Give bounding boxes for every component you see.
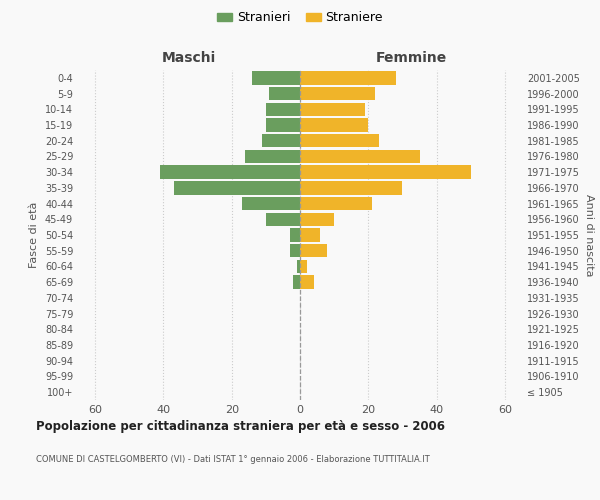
Bar [300,276,314,289]
Bar [266,102,300,116]
Text: Femmine: Femmine [376,51,446,65]
Bar [300,87,375,101]
Legend: Stranieri, Straniere: Stranieri, Straniere [212,6,388,29]
Bar [300,150,419,163]
Text: COMUNE DI CASTELGOMBERTO (VI) - Dati ISTAT 1° gennaio 2006 - Elaborazione TUTTIT: COMUNE DI CASTELGOMBERTO (VI) - Dati IST… [36,455,430,464]
Bar [300,212,334,226]
Bar [290,244,300,258]
Bar [300,260,307,273]
Bar [300,71,395,85]
Bar [290,228,300,241]
Y-axis label: Fasce di età: Fasce di età [29,202,39,268]
Bar [245,150,300,163]
Bar [269,87,300,101]
Bar [300,166,471,179]
Text: Popolazione per cittadinanza straniera per età e sesso - 2006: Popolazione per cittadinanza straniera p… [36,420,445,433]
Bar [173,181,300,194]
Bar [300,118,368,132]
Bar [300,134,379,147]
Bar [296,260,300,273]
Bar [300,244,328,258]
Bar [262,134,300,147]
Bar [300,181,403,194]
Text: Maschi: Maschi [162,51,216,65]
Bar [300,102,365,116]
Bar [300,197,372,210]
Bar [266,118,300,132]
Bar [266,212,300,226]
Bar [242,197,300,210]
Y-axis label: Anni di nascita: Anni di nascita [584,194,593,276]
Bar [300,228,320,241]
Bar [293,276,300,289]
Bar [160,166,300,179]
Bar [252,71,300,85]
